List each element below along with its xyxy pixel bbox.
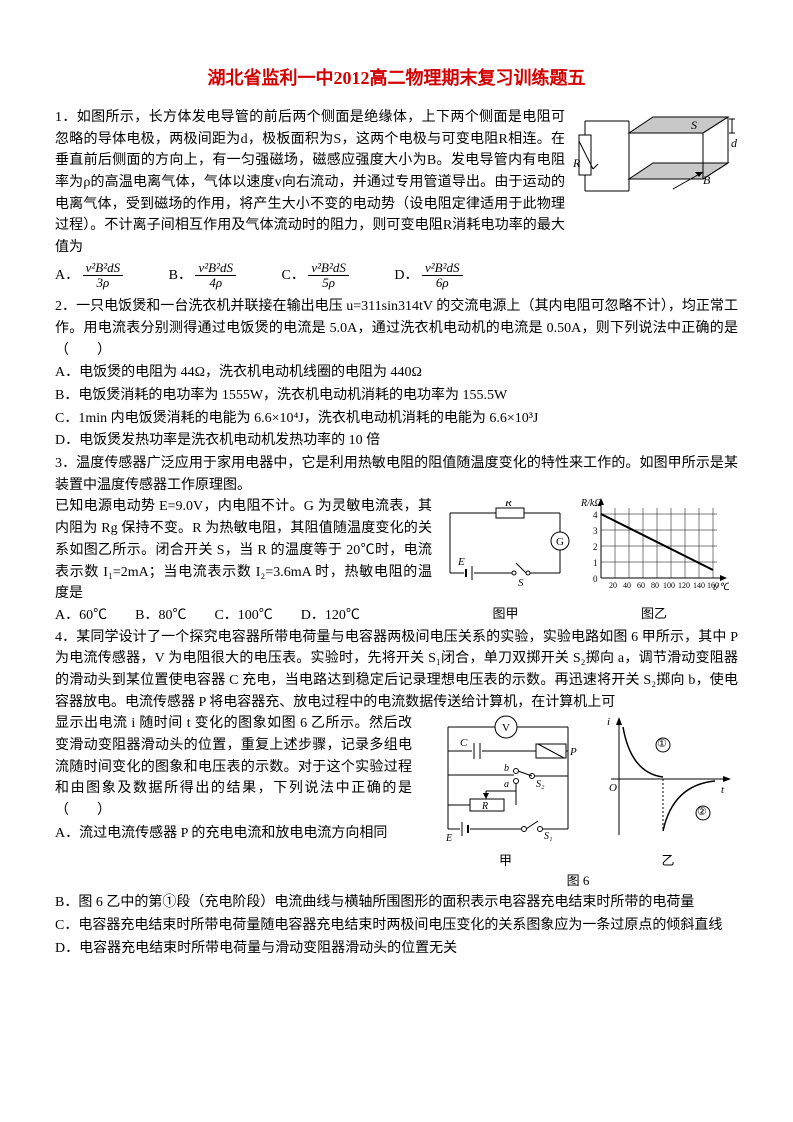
q1-opt-b: B． v²B²dS4ρ [169,261,236,291]
svg-text:b: b [504,763,509,774]
label-B: B [703,173,711,187]
svg-text:0: 0 [593,574,598,584]
q3: 3．温度传感器广泛应用于家用电器中，它是利用热敏电阻的阻值随温度变化的特性来工作… [55,453,738,627]
q1-opt-c: C． v²B²dS5ρ [282,261,349,291]
q4-fig-jia: V C P [418,713,593,843]
svg-text:E: E [457,556,465,568]
svg-text:i: i [607,716,610,728]
q1-figure: R B S d [573,109,738,217]
q4: 4．某同学设计了一个探究电容器所带电荷量与电容器两极间电压关系的实验，实验电路如… [55,627,738,960]
q3-cap-jia: 图甲 [438,604,573,624]
svg-text:R/kΩ: R/kΩ [580,498,602,509]
label-R: R [573,156,581,170]
q3-fig-jia: R G S E [438,501,573,596]
svg-text:160: 160 [707,581,719,590]
q2-opt-c: C．1min 内电饭煲消耗的电能为 6.6×10⁴J，洗衣机电动机消耗的电能为 … [55,408,738,430]
svg-text:20: 20 [609,581,617,590]
q1: R B S d 1．如图所示，长方体发电导管的前后 [55,107,738,290]
q1-opt-a: A． v²B²dS3ρ [55,261,123,291]
svg-text:100: 100 [663,581,675,590]
svg-text:G: G [556,536,564,548]
svg-text:C: C [460,737,468,749]
label-d: d [731,136,738,150]
svg-text:40: 40 [623,581,631,590]
svg-text:R: R [481,801,488,812]
q4-figures: V C P [418,713,738,891]
svg-text:4: 4 [593,510,598,520]
svg-text:a: a [504,779,509,790]
svg-text:S: S [518,577,524,589]
q4-opt-b: B．图 6 乙中的第①段（充电阶段）电流曲线与横轴所围图形的面积表示电容器充电结… [55,892,738,914]
page-title: 湖北省监利一中2012高二物理期末复习训练题五 [55,65,738,93]
q4-body1: 4．某同学设计了一个探究电容器所带电荷量与电容器两极间电压关系的实验，实验电路如… [55,627,738,714]
q1-options: A． v²B²dS3ρ B． v²B²dS4ρ C． v²B²dS5ρ D． v… [55,261,738,291]
q4-cap-fig6: 图 6 [418,871,738,891]
q2-opt-a: A．电饭煲的电阻为 44Ω，洗衣机电动机线圈的电阻为 440Ω [55,362,738,384]
q4-opt-c: C．电容器充电结束时所带电荷量随电容器充电结束时两极间电压变化的关系图象应为一条… [55,915,738,937]
svg-text:O: O [609,782,617,794]
q4-opt-d: D．电容器充电结束时所带电荷量与滑动变阻器滑动头的位置无关 [55,938,738,960]
svg-text:120: 120 [678,581,690,590]
q3-cap-yi: 图乙 [579,604,729,624]
q4-cap-yi: 乙 [603,851,733,871]
q2: 2．一只电饭煲和一台洗衣机并联接在输出电压 u=311sin314tV 的交流电… [55,296,738,452]
svg-text:140: 140 [693,581,705,590]
svg-text:R: R [504,501,512,509]
q3-figures: R G S E [438,496,738,624]
q3-intro: 3．温度传感器广泛应用于家用电器中，它是利用热敏电阻的阻值随温度变化的特性来工作… [55,453,738,496]
svg-text:S₂: S₂ [536,779,545,790]
q3-fig-yi: R/kΩ t/℃ [579,496,729,596]
svg-text:P: P [569,746,577,758]
svg-text:t: t [721,784,725,796]
svg-text:60: 60 [637,581,645,590]
svg-text:1: 1 [593,558,598,568]
q2-body: 2．一只电饭煲和一台洗衣机并联接在输出电压 u=311sin314tV 的交流电… [55,296,738,361]
svg-text:V: V [502,722,510,734]
q4-fig-yi: i t O ① ② [603,713,733,843]
svg-text:S₁: S₁ [544,831,552,842]
q4-cap-jia: 甲 [418,851,593,871]
svg-text:3: 3 [593,526,598,536]
q2-opt-b: B．电饭煲消耗的电功率为 1555W，洗衣机电动机消耗的电功率为 155.5W [55,385,738,407]
svg-text:2: 2 [593,542,598,552]
label-S: S [691,118,697,132]
q1-opt-d: D． v²B²dS6ρ [394,261,462,291]
q2-opt-d: D．电饭煲发热功率是洗衣机电动机发热功率的 10 倍 [55,430,738,452]
svg-text:80: 80 [651,581,659,590]
svg-text:E: E [445,833,452,843]
